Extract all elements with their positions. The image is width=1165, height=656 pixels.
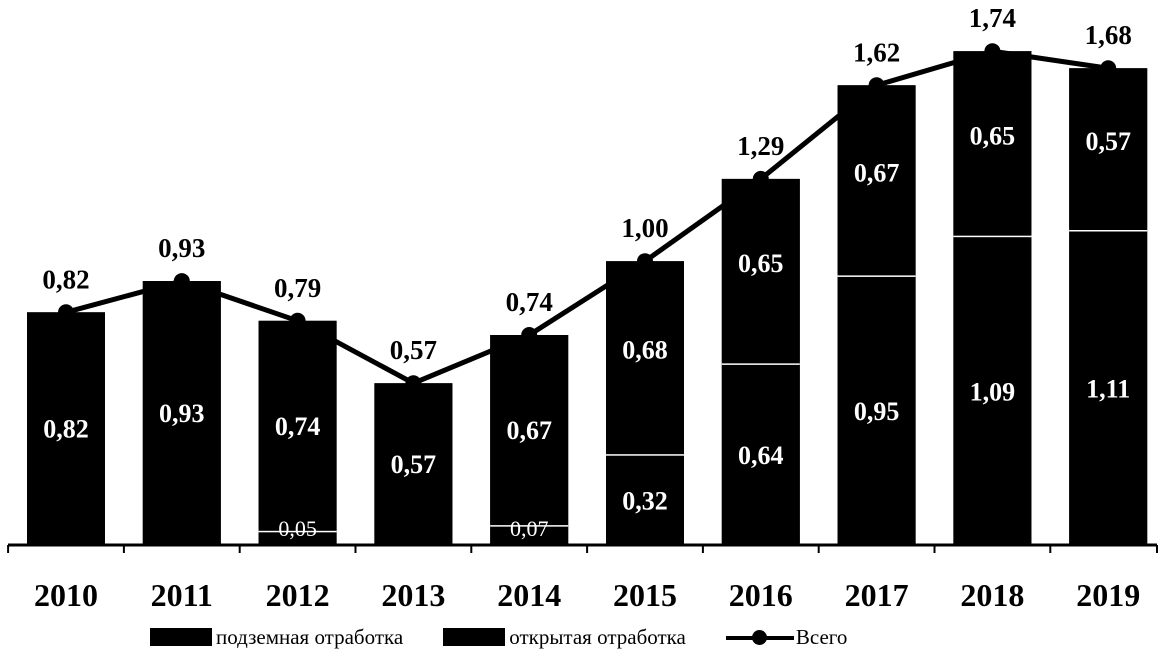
legend-item-total: Всего xyxy=(725,624,848,650)
bar-open-pit xyxy=(27,312,105,545)
data-label-underground: 0,32 xyxy=(622,487,668,516)
total-series-marker xyxy=(289,312,306,329)
legend-label-open-pit: открытая отработка xyxy=(509,624,686,649)
total-series-line xyxy=(65,48,1109,386)
data-label-total: 1,29 xyxy=(737,131,784,161)
data-label-total: 1,68 xyxy=(1085,20,1132,50)
bar-separator xyxy=(721,361,800,365)
data-label-open-pit: 0,65 xyxy=(970,121,1016,150)
chart-legend: подземная отработка открытая отработка В… xyxy=(150,622,887,652)
x-axis-tick-label: 2016 xyxy=(729,577,793,613)
data-label-total: 0,82 xyxy=(42,264,89,294)
data-label-total: 0,93 xyxy=(158,233,205,263)
bar-open-pit xyxy=(142,281,221,545)
bar-open-pit xyxy=(953,51,1032,236)
data-label-underground: 0,64 xyxy=(738,441,784,470)
bar-underground xyxy=(490,525,569,545)
data-label-underground: 1,09 xyxy=(970,377,1016,406)
data-label-underground: 1,11 xyxy=(1086,375,1130,404)
total-series-marker xyxy=(984,43,1001,60)
bar-open-pit xyxy=(374,383,453,545)
data-label-total: 0,79 xyxy=(274,273,321,303)
data-label-total: 1,00 xyxy=(621,213,668,243)
total-series-marker xyxy=(405,375,422,392)
bar-underground xyxy=(1069,230,1148,545)
legend-item-underground: подземная отработка xyxy=(150,625,403,650)
legend-item-open-pit: открытая отработка xyxy=(443,625,686,650)
total-series-marker xyxy=(752,170,769,187)
data-label-open-pit: 0,57 xyxy=(391,450,437,479)
data-label-open-pit: 0,65 xyxy=(738,249,784,278)
legend-swatch-underground xyxy=(150,628,212,646)
bar-underground xyxy=(606,454,684,545)
data-label-total: 1,74 xyxy=(969,3,1016,33)
bar-open-pit xyxy=(606,261,684,455)
total-series-marker xyxy=(521,327,538,343)
bar-open-pit xyxy=(258,320,337,531)
legend-label-underground: подземная отработка xyxy=(216,624,404,649)
x-axis-tick-label: 2017 xyxy=(845,577,909,613)
data-label-underground: 0,05 xyxy=(278,516,317,541)
data-label-open-pit: 0,67 xyxy=(854,158,900,187)
x-axis-tick-label: 2014 xyxy=(497,577,561,613)
bar-open-pit xyxy=(1069,68,1148,230)
data-label-total: 0,57 xyxy=(390,335,437,365)
total-series-marker xyxy=(58,304,74,321)
bar-underground xyxy=(837,275,916,545)
bar-underground xyxy=(721,363,800,545)
total-series-marker xyxy=(868,77,885,94)
data-label-total: 0,74 xyxy=(506,287,553,317)
x-axis-tick-label: 2010 xyxy=(34,577,98,613)
x-axis-tick-label: 2013 xyxy=(381,577,445,613)
data-label-open-pit: 0,82 xyxy=(43,415,89,444)
total-series-marker xyxy=(1100,60,1117,77)
x-axis-tick-label: 2018 xyxy=(960,577,1024,613)
x-axis-tick-label: 2012 xyxy=(266,577,330,613)
bar-open-pit xyxy=(490,335,569,526)
data-label-open-pit: 0,67 xyxy=(506,416,552,445)
bar-open-pit xyxy=(721,178,800,364)
legend-swatch-total xyxy=(725,628,794,646)
bar-open-pit xyxy=(837,85,916,276)
data-label-open-pit: 0,93 xyxy=(159,399,205,428)
legend-swatch-open-pit xyxy=(443,628,506,646)
data-label-underground: 0,07 xyxy=(510,516,549,541)
total-series-marker xyxy=(173,273,190,290)
x-axis-tick-label: 2015 xyxy=(613,577,677,613)
x-axis-tick-label: 2019 xyxy=(1076,577,1140,613)
data-label-underground: 0,95 xyxy=(854,397,900,426)
total-series-marker xyxy=(637,253,653,270)
legend-label-total: Всего xyxy=(795,624,848,649)
data-label-open-pit: 0,74 xyxy=(275,412,321,441)
data-label-total: 1,62 xyxy=(853,37,900,67)
bar-underground xyxy=(258,530,337,545)
x-axis-tick-label: 2011 xyxy=(151,577,213,613)
bar-underground xyxy=(953,235,1032,546)
data-label-open-pit: 0,57 xyxy=(1085,127,1131,156)
data-label-open-pit: 0,68 xyxy=(622,336,668,365)
